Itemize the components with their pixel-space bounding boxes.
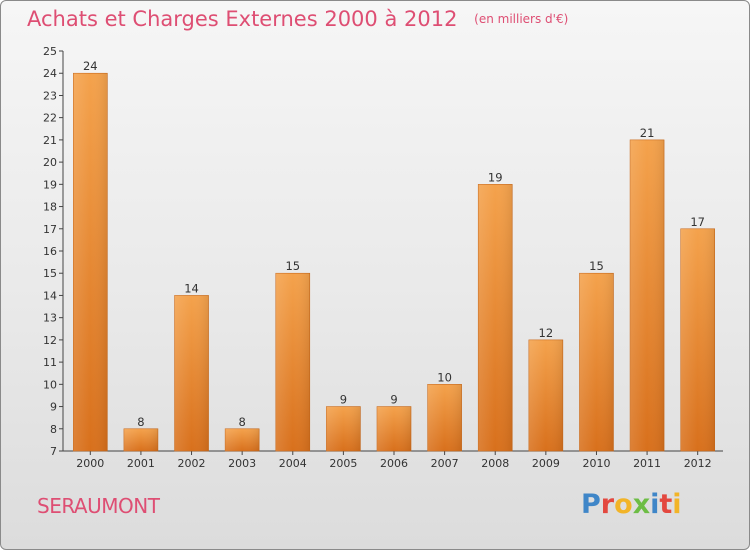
bar-value-label: 17: [690, 215, 705, 229]
logo-letter: t: [659, 489, 673, 520]
y-tick-label: 20: [43, 156, 57, 169]
logo-letter: r: [600, 489, 615, 520]
x-tick-label: 2011: [633, 457, 661, 470]
y-tick-label: 21: [43, 134, 57, 147]
bar-value-label: 24: [83, 59, 98, 73]
y-tick-label: 22: [43, 112, 57, 125]
bar-value-label: 8: [137, 415, 144, 429]
y-tick-label: 19: [43, 178, 57, 191]
x-tick-label: 2000: [76, 457, 104, 470]
y-tick-label: 15: [43, 267, 57, 280]
bar-value-label: 15: [285, 259, 300, 273]
x-tick-label: 2005: [329, 457, 357, 470]
x-tick-label: 2008: [481, 457, 509, 470]
y-tick-label: 10: [43, 378, 57, 391]
bar-value-label: 12: [539, 326, 554, 340]
y-tick-label: 16: [43, 245, 57, 258]
bar-value-label: 10: [437, 370, 452, 384]
bar-shade-2007: [427, 384, 462, 451]
logo-letter: o: [614, 489, 633, 520]
logo-letter: x: [632, 489, 651, 520]
x-tick-label: 2006: [380, 457, 408, 470]
bar-value-label: 9: [340, 393, 347, 407]
bar-value-label: 15: [589, 259, 604, 273]
bar-shade-2001: [123, 428, 158, 451]
x-tick-label: 2004: [279, 457, 307, 470]
bar-value-label: 14: [184, 281, 199, 295]
x-tick-label: 2003: [228, 457, 256, 470]
chart-axes: 7 8 9 10 11 12 13 14 15 16 17 18 19 20 21 22 23 24 25 2000 2…: [43, 45, 723, 470]
y-tick-label: 25: [43, 45, 57, 58]
y-tick-label: 7: [50, 445, 57, 458]
y-tick-label: 17: [43, 223, 57, 236]
x-tick-label: 2010: [582, 457, 610, 470]
bar-value-label: 8: [238, 415, 245, 429]
chart-title: Achats et Charges Externes 2000 à 2012 (…: [27, 7, 568, 31]
bar-shade-2009: [528, 339, 563, 451]
y-tick-label: 18: [43, 201, 57, 214]
y-tick-label: 11: [43, 356, 57, 369]
y-tick-label: 14: [43, 289, 57, 302]
bar-shade-2008: [478, 184, 513, 452]
bar-value-label: 19: [488, 170, 503, 184]
y-tick-label: 8: [50, 423, 57, 436]
bar-shade-2010: [579, 273, 614, 451]
bar-shade-2012: [680, 228, 715, 451]
commune-name: SERAUMONT: [37, 494, 160, 518]
chart-unit: (en milliers d'€): [474, 12, 569, 26]
y-tick-label: 24: [43, 67, 57, 80]
bar-value-label: 21: [640, 126, 655, 140]
bar-shade-2002: [174, 295, 209, 451]
bar-shade-2000: [73, 73, 108, 451]
bar-value-label: 9: [390, 393, 397, 407]
bar-shade-2006: [377, 406, 411, 451]
y-tick-label: 9: [50, 401, 57, 414]
bar-shade-2011: [630, 139, 665, 451]
logo-letter: i: [650, 489, 660, 520]
chart-title-text: Achats et Charges Externes 2000 à 2012: [27, 7, 458, 31]
x-tick-label: 2002: [178, 457, 206, 470]
x-tick-label: 2009: [532, 457, 560, 470]
bar-shade-2005: [326, 406, 361, 451]
x-tick-label: 2001: [127, 457, 155, 470]
bar-shade-2003: [225, 428, 260, 451]
y-tick-label: 23: [43, 89, 57, 102]
logo-letter: P: [581, 489, 601, 520]
x-tick-label: 2007: [431, 457, 459, 470]
chart-bars: 24 8 14 8 15 9 9 10 19 12 15 21 17: [73, 59, 715, 452]
y-tick-label: 13: [43, 312, 57, 325]
x-tick-label: 2012: [684, 457, 712, 470]
proxiti-logo: Proxiti: [581, 489, 682, 520]
bar-shade-2004: [275, 273, 310, 451]
y-tick-label: 12: [43, 334, 57, 347]
logo-letter: i: [672, 489, 682, 520]
